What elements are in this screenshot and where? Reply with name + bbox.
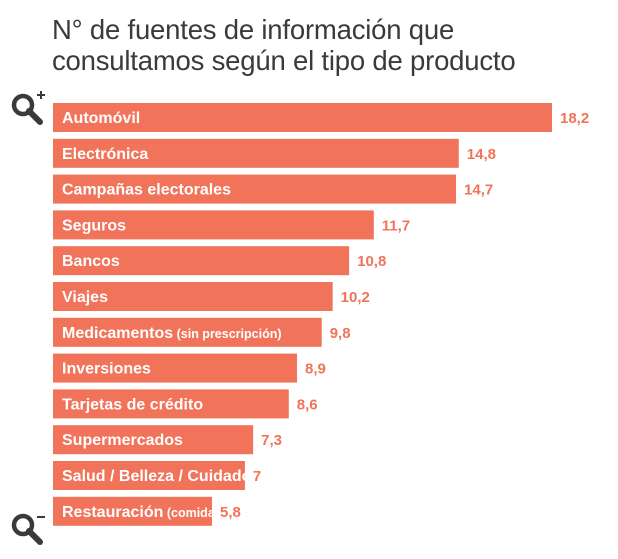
zoom-in-icon <box>11 91 45 125</box>
value-label: 8,6 <box>297 396 318 413</box>
value-label: 18,2 <box>560 110 589 127</box>
zoom-out-icon <box>11 513 45 545</box>
bar <box>53 246 350 276</box>
value-label: 7 <box>253 468 261 485</box>
bar <box>53 174 457 204</box>
category-label: Automóvil <box>62 110 140 127</box>
category-label: Electrónica <box>62 146 148 163</box>
value-label: 10,2 <box>341 289 370 306</box>
bar <box>53 461 245 490</box>
category-label: Salud / Belleza / Cuidado personal <box>62 468 323 485</box>
category-label: Medicamentos (sin prescripción) <box>62 325 282 342</box>
category-label: Inversiones <box>62 361 151 378</box>
value-label: 10,8 <box>357 253 386 270</box>
bar <box>53 210 374 240</box>
bar <box>53 317 322 347</box>
value-label: 9,8 <box>330 325 351 342</box>
category-label: Bancos <box>62 253 120 270</box>
value-label: 14,8 <box>467 146 496 163</box>
category-label: Viajes <box>62 289 108 306</box>
bar <box>53 353 298 383</box>
category-label: Seguros <box>62 217 126 234</box>
value-label: 7,3 <box>261 432 282 449</box>
category-label: Restauración (comida rápida) <box>62 504 260 521</box>
bar <box>53 389 289 419</box>
value-label: 5,8 <box>220 504 241 521</box>
value-label: 8,9 <box>305 361 326 378</box>
bar <box>53 282 333 311</box>
value-label: 11,7 <box>382 217 410 234</box>
bar <box>53 138 459 168</box>
category-label: Tarjetas de crédito <box>62 396 203 413</box>
bar <box>53 425 254 455</box>
chart-title: N° de fuentes de información que consult… <box>52 14 516 76</box>
category-label: Supermercados <box>62 432 183 449</box>
bar <box>53 103 552 132</box>
category-label: Campañas electorales <box>62 182 231 199</box>
bar <box>53 496 213 526</box>
value-label: 14,7 <box>464 182 493 199</box>
